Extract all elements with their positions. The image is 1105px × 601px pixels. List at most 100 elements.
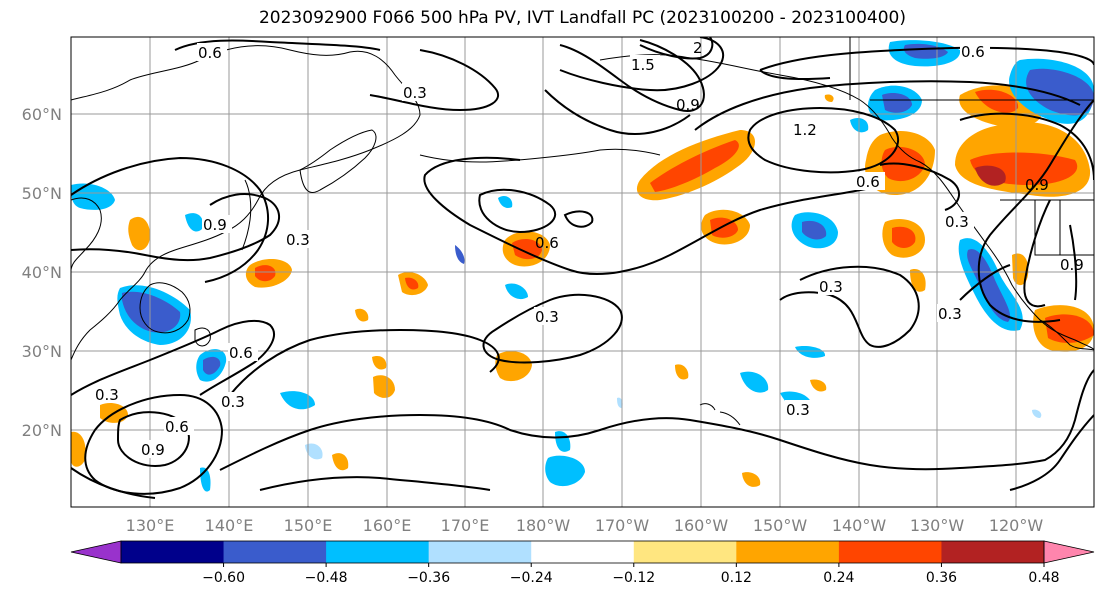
pv-contour (229, 328, 500, 396)
aleutians (419, 148, 661, 163)
contour-label: 0.3 (786, 401, 810, 419)
pv-contours (71, 37, 1094, 499)
lon-labels: 130°E 140°E 150°E 160°E 170°E 180°W 170°… (126, 516, 1044, 535)
lat-label: 30°N (22, 342, 62, 361)
na-coast (954, 199, 1094, 351)
contour-label: 0.6 (198, 44, 222, 62)
pv-contour (563, 210, 594, 228)
neg-anomaly (71, 183, 115, 210)
colorbar-segment (941, 541, 1045, 563)
japan (139, 282, 191, 334)
pv-contour (559, 37, 725, 92)
contour-label: 0.3 (535, 308, 559, 326)
colorbar-frame (120, 540, 1045, 564)
pos-anomaly (495, 351, 532, 382)
pos-anomaly (742, 472, 761, 487)
pv-contour (423, 156, 871, 276)
pos-anomaly (975, 89, 1019, 113)
asia-coast (71, 45, 421, 361)
pos-anomaly (512, 238, 542, 260)
contour-label: 0.3 (286, 231, 310, 249)
pv-contour (977, 99, 1094, 323)
pv-contour (759, 69, 831, 81)
lon-label: 140°E (205, 516, 254, 535)
pos-anomaly (675, 364, 689, 380)
pv-contour (219, 369, 1094, 471)
lon-label: 160°E (363, 516, 412, 535)
contour-label: 0.3 (403, 84, 427, 102)
pos-anomaly (892, 226, 916, 248)
pos-anomaly (975, 165, 1006, 186)
pv-contour (478, 188, 557, 234)
colorbar-tick-label: 0.36 (926, 570, 957, 586)
lat-label: 40°N (22, 263, 62, 282)
lon-label: 150°E (284, 516, 333, 535)
neg-anomaly (882, 93, 912, 113)
colorbar-tick-label: 0.48 (1028, 570, 1059, 586)
colorbar-segment (326, 541, 430, 563)
contour-label: 0.3 (945, 213, 969, 231)
contour-label: 0.3 (938, 305, 962, 323)
pos-anomaly (810, 379, 827, 392)
neg-anomaly (455, 245, 465, 264)
neg-anomaly (802, 220, 827, 240)
kamchatka (299, 129, 377, 193)
contour-label: 0.9 (203, 216, 227, 234)
pv-contour (1023, 199, 1051, 308)
colorbar-segment (531, 541, 635, 563)
lat-label: 20°N (22, 421, 62, 440)
colorbar-tick-label: −0.48 (305, 570, 348, 586)
pv-contour (694, 80, 1081, 131)
neg-anomaly (1032, 409, 1042, 418)
lon-label: 150°W (753, 516, 808, 535)
asia-coast (71, 197, 102, 271)
pos-anomaly (405, 277, 419, 290)
lon-label: 170°E (441, 516, 490, 535)
colorbar-segment (736, 541, 840, 563)
map-frame (70, 36, 1095, 508)
contour-label: 0.6 (961, 43, 985, 61)
neg-anomaly (795, 346, 826, 358)
neg-anomaly (185, 213, 204, 232)
colorbar-tick-label: 0.24 (823, 570, 854, 586)
lon-label: 160°W (674, 516, 729, 535)
neg-anomaly (305, 443, 323, 460)
pos-anomaly (332, 453, 349, 471)
lon-label: 130°W (910, 516, 965, 535)
colorbar: −0.60 −0.48 −0.36 −0.24 −0.12 0.12 0.24 0.36 0.4… (70, 540, 1095, 586)
neg-anomaly (498, 196, 513, 208)
pv-contour (71, 156, 270, 283)
contour-label: 0.3 (819, 278, 843, 296)
neg-anomaly (740, 371, 769, 393)
pv-contour (71, 467, 156, 499)
pos-anomaly (824, 94, 834, 102)
pv-contour (369, 49, 499, 112)
japan (194, 327, 211, 347)
contour-label: 0.9 (676, 96, 700, 114)
lat-label: 60°N (22, 105, 62, 124)
pv-contour (84, 393, 224, 495)
neg-anomaly (122, 291, 181, 333)
colorbar-segment (121, 541, 225, 563)
contour-label: 2 (693, 39, 703, 57)
colorbar-segment (428, 541, 532, 563)
pv-contour (959, 264, 1011, 301)
contour-label: 1.5 (631, 56, 655, 74)
colorbar-tick-label: 0.12 (721, 570, 752, 586)
pos-anomaly (128, 216, 150, 251)
lon-label: 140°W (832, 516, 887, 535)
pv-contour (639, 37, 714, 60)
colorbar-extend-high (1043, 540, 1095, 564)
pv-contour (759, 46, 1094, 71)
colorbar-tick-label: −0.24 (510, 570, 553, 586)
neg-anomaly (203, 356, 221, 375)
contour-label: 0.6 (165, 418, 189, 436)
neg-anomaly (280, 391, 315, 410)
colorbar-tick-label: −0.36 (407, 570, 450, 586)
colorbar-tick-label: −0.12 (612, 570, 655, 586)
pv-contour (71, 319, 275, 396)
plot-title: 2023092900 F066 500 hPa PV, IVT Landfall… (258, 8, 906, 28)
pv-contour (1009, 414, 1094, 491)
contour-label: 0.9 (1025, 176, 1049, 194)
pv-contour (747, 106, 900, 174)
